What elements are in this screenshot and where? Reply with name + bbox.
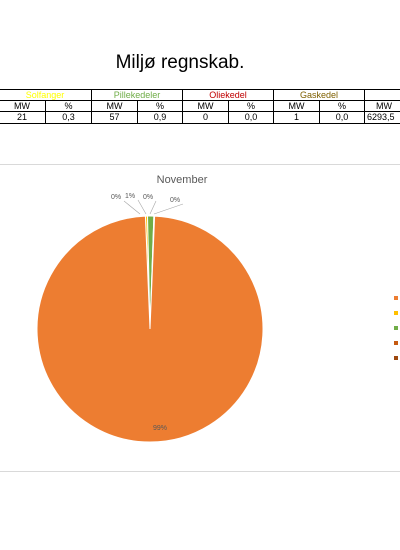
label-leader-line (153, 203, 184, 215)
legend-marker (394, 296, 398, 300)
chart-area (0, 164, 400, 472)
page-title: Miljø regnskab. (115, 52, 245, 73)
legend-marker (394, 311, 398, 315)
slice-data-label: 1% (125, 193, 135, 200)
chart-title: November (156, 174, 208, 186)
legend-marker (394, 326, 398, 330)
legend-marker (394, 356, 398, 360)
label-leader-line (137, 199, 147, 215)
label-leader-line (123, 200, 141, 215)
slice-data-label: 0% (111, 194, 121, 201)
legend-marker (394, 341, 398, 345)
slice-data-label: 99% (153, 425, 167, 432)
pie-slice (36, 215, 264, 443)
slice-data-label: 0% (143, 194, 153, 201)
slice-data-label: 0% (170, 197, 180, 204)
label-leader-line (149, 200, 157, 215)
value-cell: 6293,5 (364, 111, 400, 124)
